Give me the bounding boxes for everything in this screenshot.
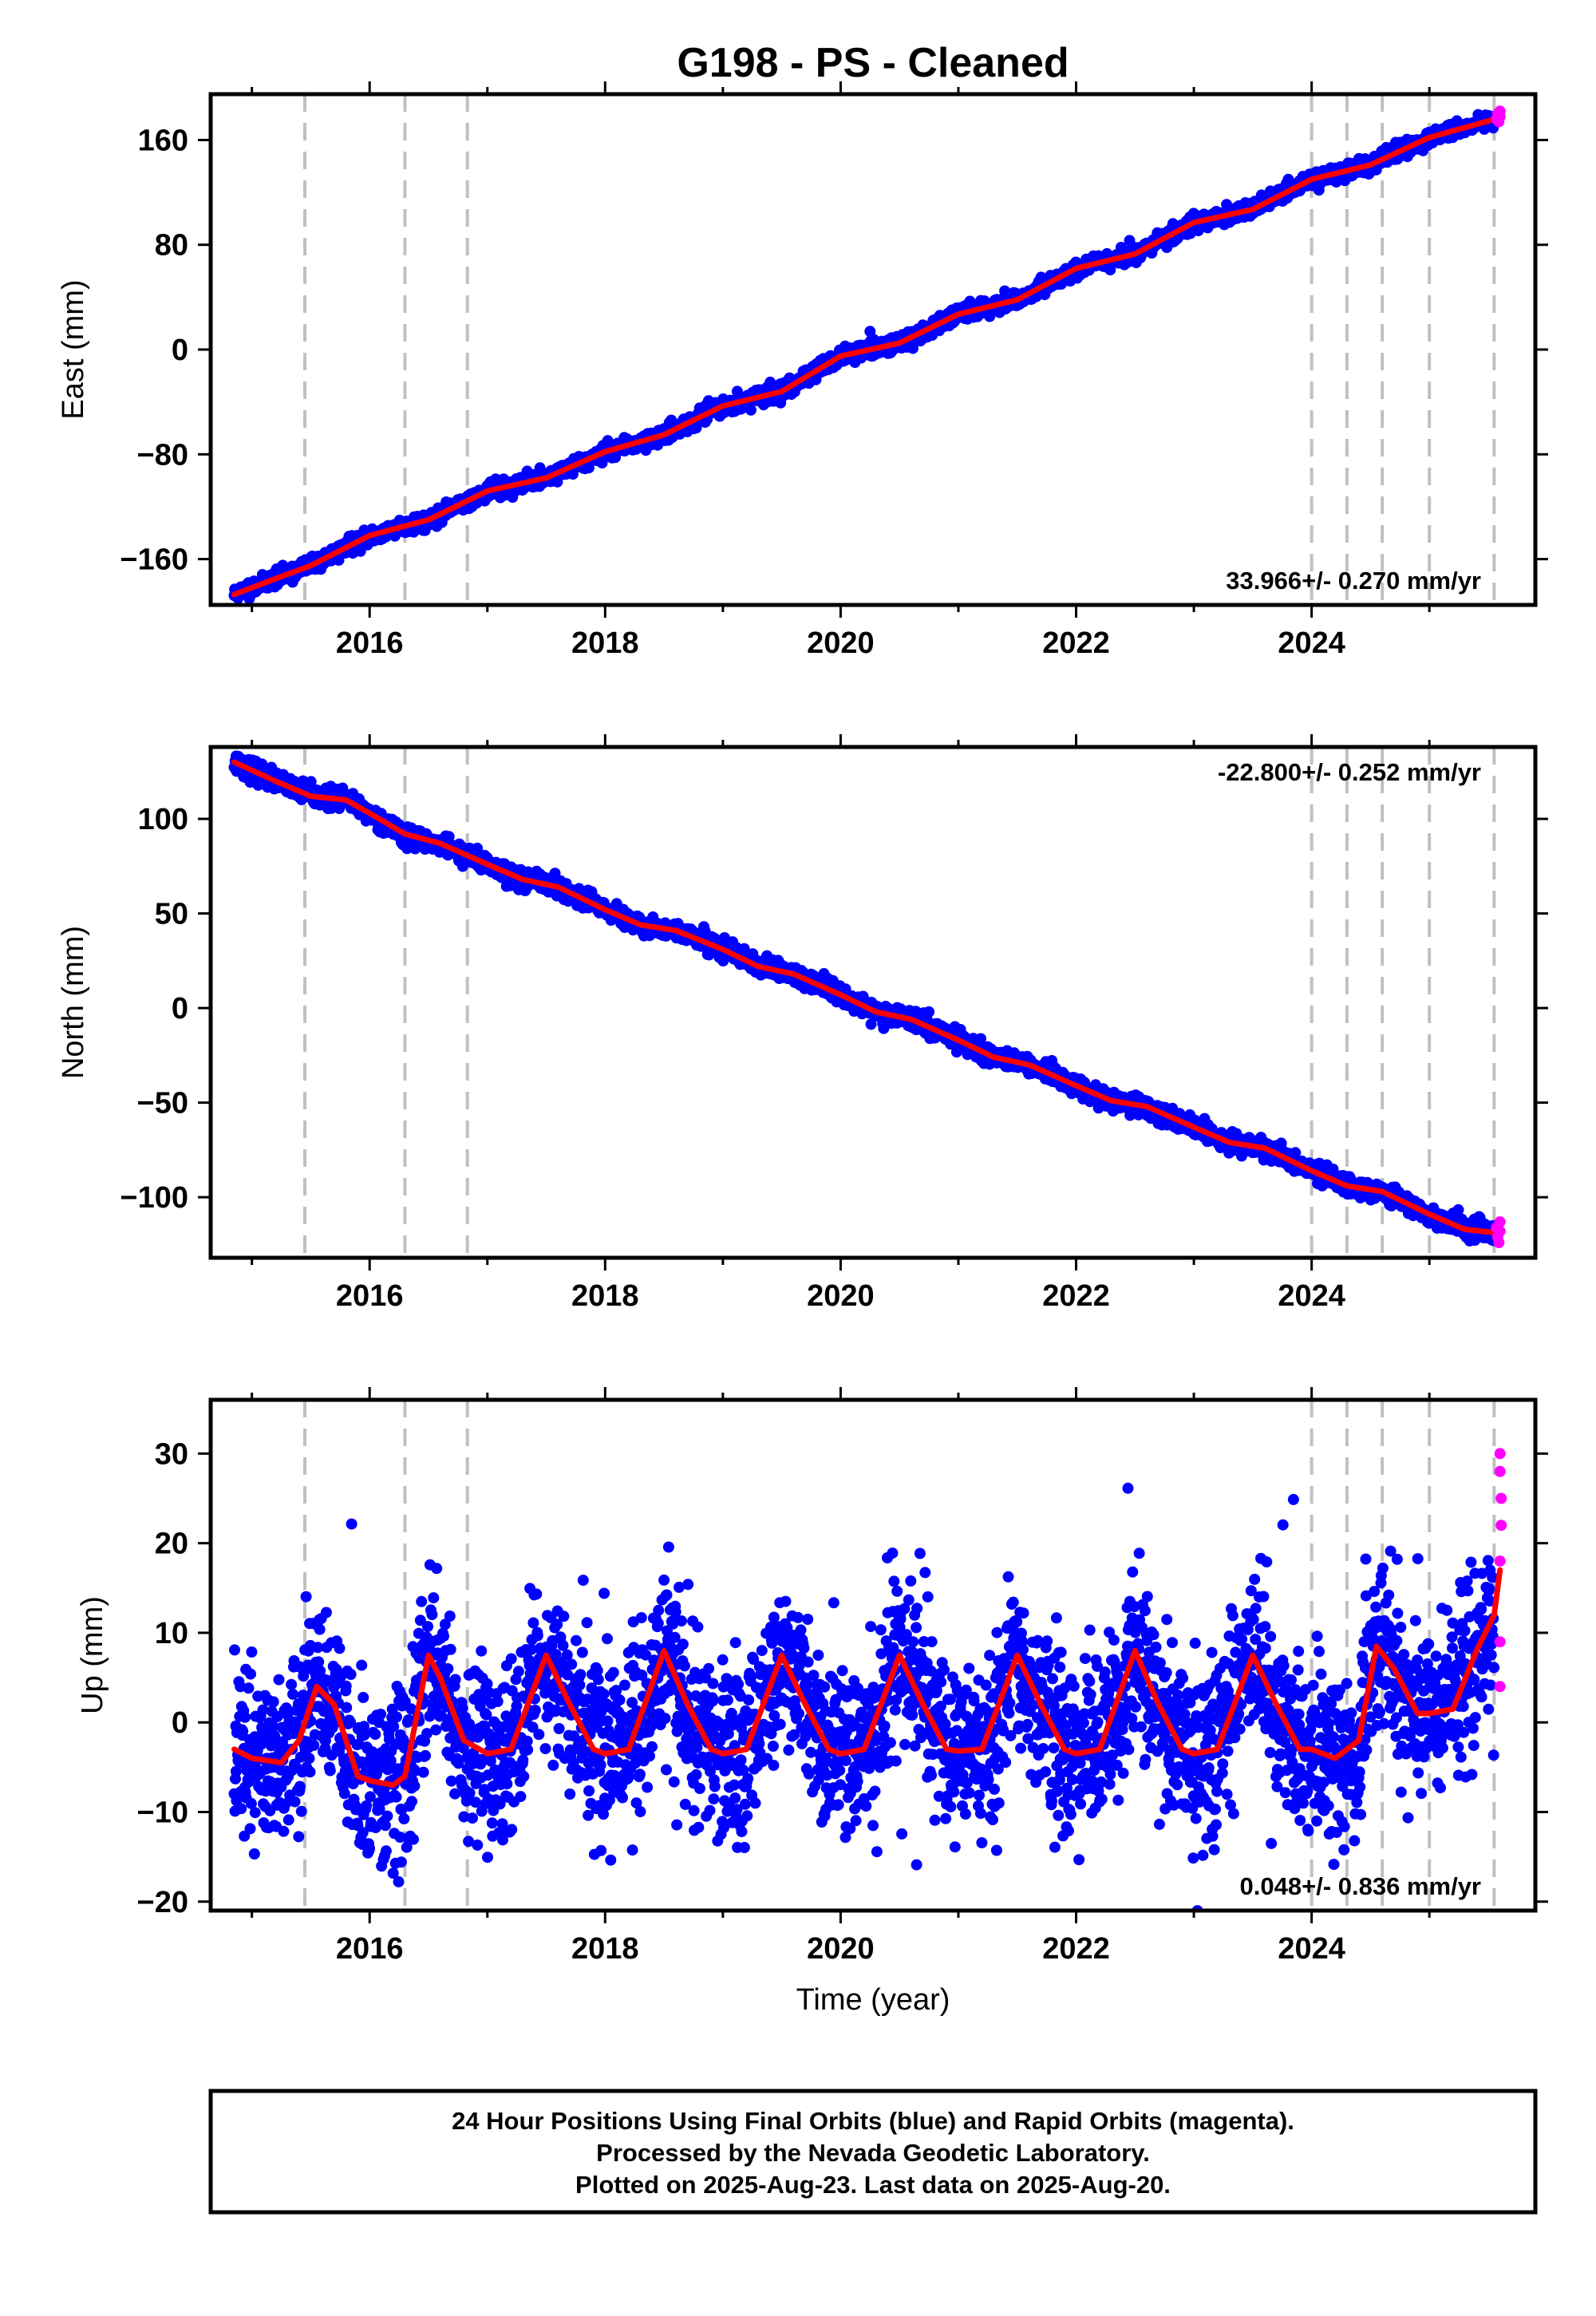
- x-tick-label: 2022: [1042, 626, 1110, 660]
- x-tick-label: 2020: [807, 626, 875, 660]
- y-tick-label: 160: [138, 124, 188, 157]
- x-tick-label: 2016: [336, 626, 404, 660]
- data-point: [401, 843, 413, 855]
- rapid-orbit-points: [1491, 105, 1506, 128]
- x-tick-label: 2018: [571, 626, 639, 660]
- data-point: [549, 868, 561, 879]
- data-point: [443, 831, 455, 843]
- y-tick-label: 80: [155, 229, 188, 263]
- rapid-point: [1494, 110, 1506, 122]
- y-axis-label: East (mm): [57, 279, 90, 419]
- x-tick-label: 2024: [1278, 626, 1345, 660]
- y-tick-label: −80: [137, 438, 188, 472]
- plot-area: [228, 747, 1506, 1258]
- figure-title: G198 - PS - Cleaned: [677, 40, 1069, 86]
- y-tick-label: 0: [172, 334, 188, 367]
- data-point: [923, 1006, 935, 1018]
- data-point: [975, 1033, 986, 1045]
- east-panel: 2016 2018 2020 2022 2024 −160 −80 0 80 160 East (m…: [57, 81, 1548, 660]
- plot-area: [228, 94, 1506, 605]
- model-line: [231, 115, 1503, 598]
- data-point: [745, 404, 757, 416]
- y-tick-label: −160: [120, 543, 188, 577]
- velocity-label: 33.966+/- 0.270 mm/yr: [1226, 567, 1481, 595]
- data-point: [305, 776, 317, 788]
